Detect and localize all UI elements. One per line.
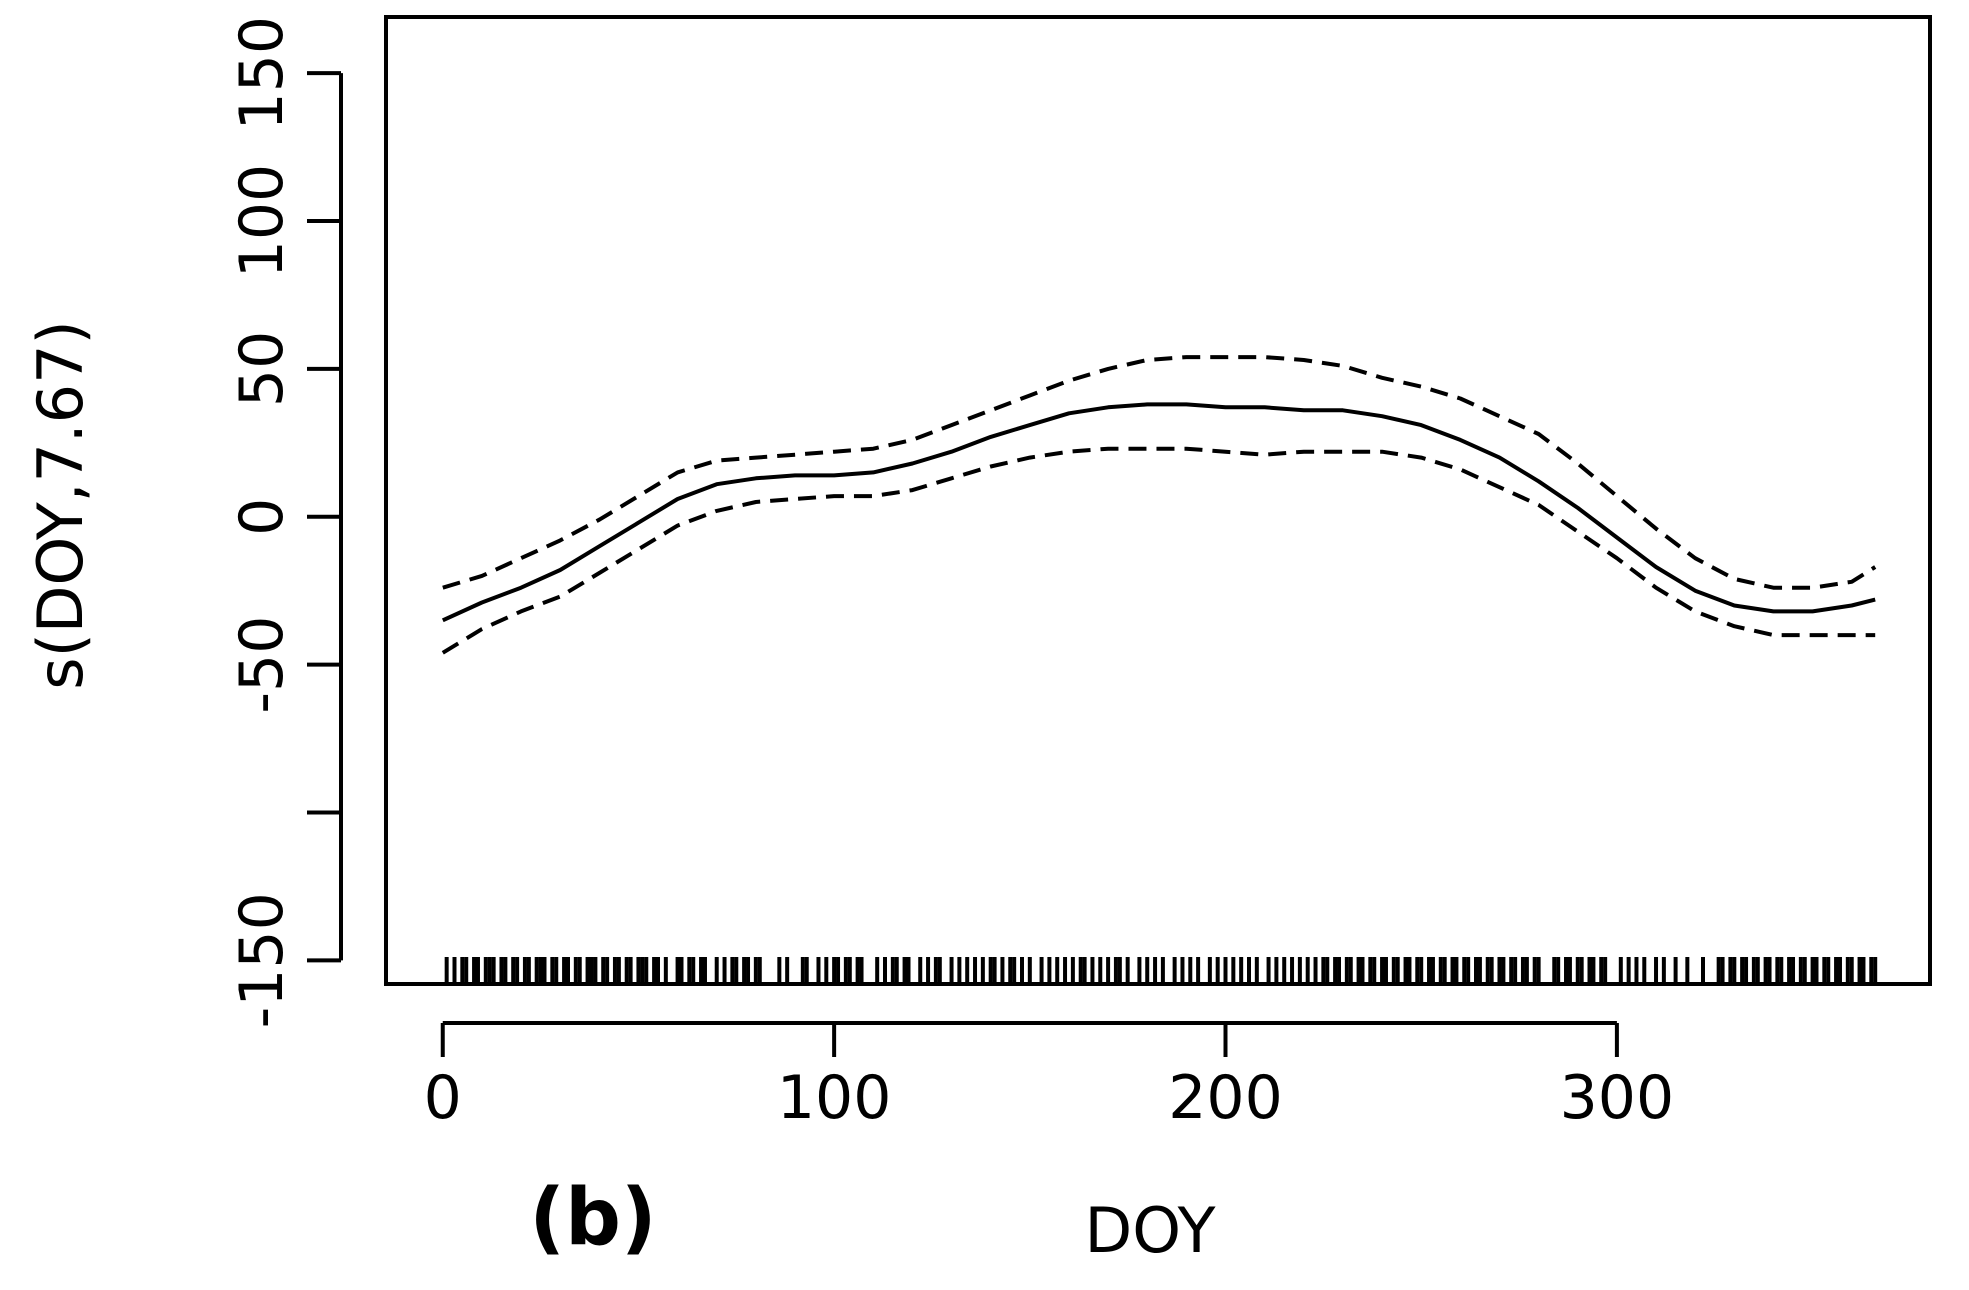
x-tick-label: 0 xyxy=(424,1063,462,1133)
y-tick-label: 0 xyxy=(227,498,297,536)
plot-frame xyxy=(384,15,1932,986)
series-lower xyxy=(441,446,1876,655)
y-tick-label: 150 xyxy=(227,16,297,131)
series-estimate xyxy=(441,402,1876,623)
x-tick-label: 100 xyxy=(777,1063,892,1133)
series-upper xyxy=(442,355,1877,590)
y-tick-label: -150 xyxy=(227,892,297,1028)
y-tick-label: 50 xyxy=(227,331,297,407)
panel-label: (b) xyxy=(529,1173,656,1263)
y-axis-title: s(DOY,7.67) xyxy=(24,320,97,689)
y-tick-label: 100 xyxy=(227,164,297,279)
y-tick-label: -50 xyxy=(227,616,297,714)
x-axis: 0 100 200 300 xyxy=(424,1021,1675,1133)
x-tick-label: 300 xyxy=(1560,1063,1675,1133)
y-axis: -150 -50 0 50 100 150 xyxy=(227,16,343,1028)
x-axis-title: DOY xyxy=(1084,1194,1215,1267)
rug-marks xyxy=(444,957,1878,984)
x-tick-label: 200 xyxy=(1168,1063,1283,1133)
series-lines xyxy=(441,355,1877,655)
